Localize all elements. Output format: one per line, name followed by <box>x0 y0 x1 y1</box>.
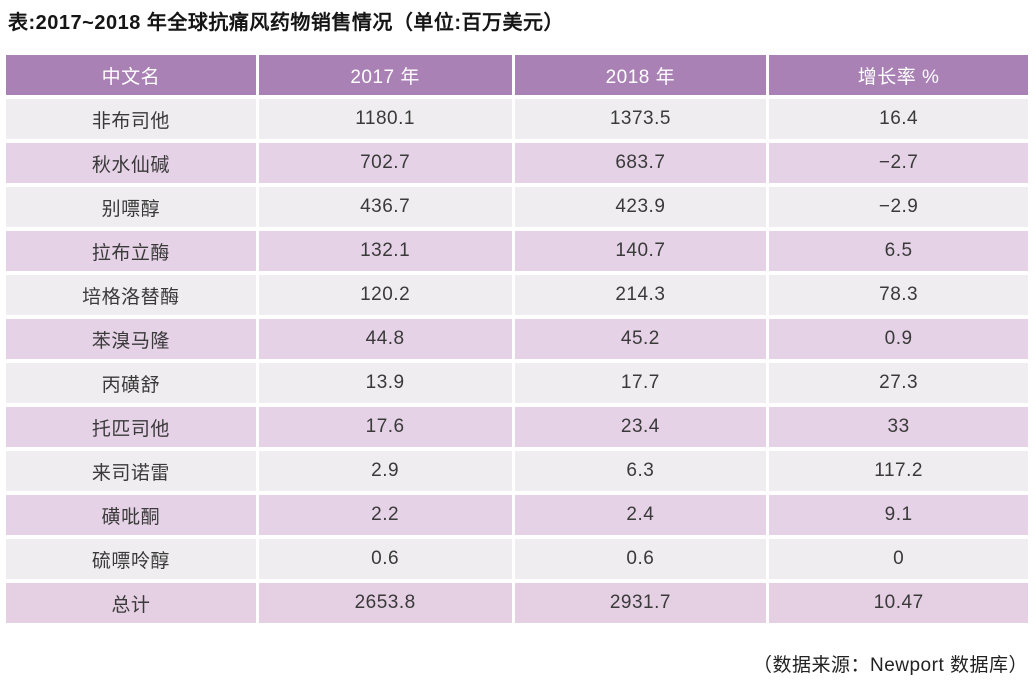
table-cell-0-1: 1180.1 <box>258 99 512 139</box>
table-cell-10-2: 0.6 <box>514 539 767 579</box>
table-cell-5-0: 苯溴马隆 <box>6 319 256 359</box>
table-cell-1-1: 702.7 <box>258 143 512 183</box>
table-cell-7-3: 33 <box>769 407 1028 447</box>
table-cell-9-1: 2.2 <box>258 495 512 535</box>
total-row-cell-11-1: 2653.8 <box>258 583 512 623</box>
header-cell-0: 中文名 <box>6 55 256 95</box>
table-cell-4-1: 120.2 <box>258 275 512 315</box>
table-cell-7-1: 17.6 <box>258 407 512 447</box>
table-cell-5-3: 0.9 <box>769 319 1028 359</box>
table-cell-5-2: 45.2 <box>514 319 767 359</box>
table-cell-0-3: 16.4 <box>769 99 1028 139</box>
total-row-cell-11-0: 总计 <box>6 583 256 623</box>
table-cell-6-2: 17.7 <box>514 363 767 403</box>
table-cell-7-0: 托匹司他 <box>6 407 256 447</box>
table-cell-8-1: 2.9 <box>258 451 512 491</box>
total-row-cell-11-3: 10.47 <box>769 583 1028 623</box>
header-cell-1: 2017 年 <box>258 55 512 95</box>
table-cell-1-3: −2.7 <box>769 143 1028 183</box>
table-cell-10-1: 0.6 <box>258 539 512 579</box>
table-cell-8-0: 来司诺雷 <box>6 451 256 491</box>
table-cell-2-2: 423.9 <box>514 187 767 227</box>
sales-table: 中文名 2017 年 2018 年增长率 % 非布司他 1180.1 1373.5 16.4… <box>6 55 1028 623</box>
table-cell-7-2: 23.4 <box>514 407 767 447</box>
table-cell-6-0: 丙磺舒 <box>6 363 256 403</box>
table-cell-4-2: 214.3 <box>514 275 767 315</box>
total-row-cell-11-2: 2931.7 <box>514 583 767 623</box>
header-cell-3: 增长率 % <box>769 55 1028 95</box>
table-cell-3-2: 140.7 <box>514 231 767 271</box>
table-cell-9-0: 磺吡酮 <box>6 495 256 535</box>
table-cell-3-0: 拉布立酶 <box>6 231 256 271</box>
table-cell-10-3: 0 <box>769 539 1028 579</box>
table-cell-1-0: 秋水仙碱 <box>6 143 256 183</box>
table-cell-4-3: 78.3 <box>769 275 1028 315</box>
table-cell-9-2: 2.4 <box>514 495 767 535</box>
table-cell-10-0: 硫嘌呤醇 <box>6 539 256 579</box>
table-cell-0-2: 1373.5 <box>514 99 767 139</box>
table-cell-1-2: 683.7 <box>514 143 767 183</box>
table-cell-5-1: 44.8 <box>258 319 512 359</box>
table-cell-6-3: 27.3 <box>769 363 1028 403</box>
table-cell-8-3: 117.2 <box>769 451 1028 491</box>
table-cell-2-3: −2.9 <box>769 187 1028 227</box>
header-cell-2: 2018 年 <box>514 55 767 95</box>
table-cell-3-1: 132.1 <box>258 231 512 271</box>
table-cell-8-2: 6.3 <box>514 451 767 491</box>
table-cell-0-0: 非布司他 <box>6 99 256 139</box>
table-cell-2-0: 别嘌醇 <box>6 187 256 227</box>
table-cell-6-1: 13.9 <box>258 363 512 403</box>
page-title: 表:2017~2018 年全球抗痛风药物销售情况（单位:百万美元） <box>8 12 565 34</box>
table-cell-9-3: 9.1 <box>769 495 1028 535</box>
table-cell-4-0: 培格洛替酶 <box>6 275 256 315</box>
table-cell-3-3: 6.5 <box>769 231 1028 271</box>
table-cell-2-1: 436.7 <box>258 187 512 227</box>
data-source-note: （数据来源：Newport 数据库） <box>752 655 1028 676</box>
